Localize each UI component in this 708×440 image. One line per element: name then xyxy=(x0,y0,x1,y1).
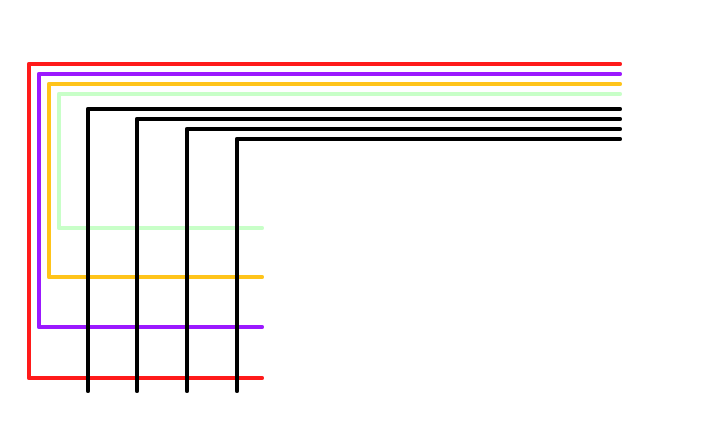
purple-wire xyxy=(37,72,622,329)
red-wire xyxy=(27,62,622,380)
orange-wire xyxy=(47,82,622,279)
black-wire-4 xyxy=(235,137,622,393)
light-green-wire xyxy=(57,92,622,230)
black-wire-2 xyxy=(135,117,622,393)
black-wire-3 xyxy=(185,127,622,393)
black-wire-1 xyxy=(86,107,622,393)
